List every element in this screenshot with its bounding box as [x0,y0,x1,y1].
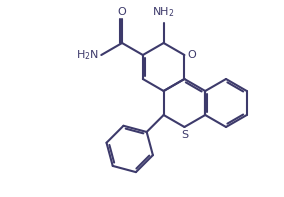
Text: NH$_2$: NH$_2$ [153,5,175,19]
Text: O: O [118,7,126,17]
Text: S: S [181,130,188,140]
Text: O: O [187,50,196,60]
Text: H$_2$N: H$_2$N [76,48,99,62]
